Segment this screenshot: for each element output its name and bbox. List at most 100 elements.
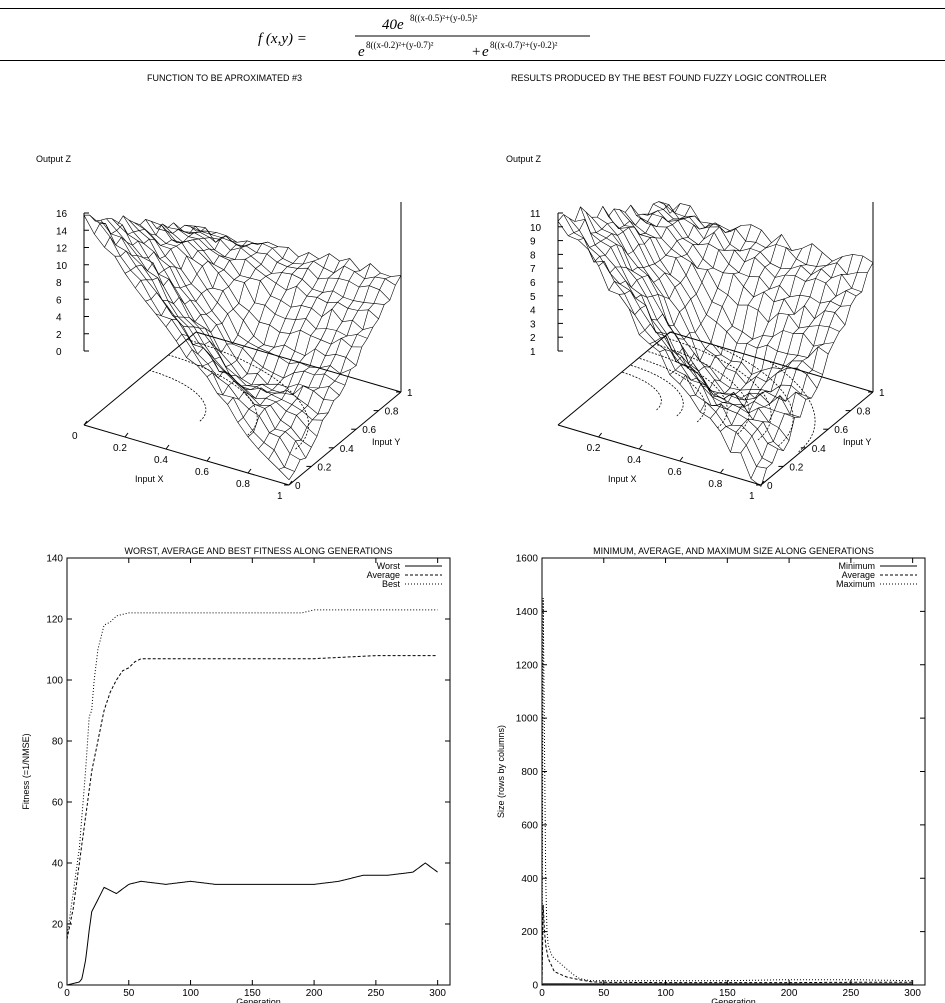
x-tick-label: 300 bbox=[904, 988, 921, 999]
y-tick-label: 20 bbox=[52, 920, 64, 931]
legend-label-average: Average bbox=[842, 570, 875, 580]
y-tick-label: 1000 bbox=[516, 714, 539, 725]
y-tick-label: 0.6 bbox=[362, 425, 376, 436]
mesh-line bbox=[217, 253, 330, 396]
x-tick bbox=[165, 444, 170, 450]
series-line-average bbox=[541, 904, 913, 986]
x-tick-label: 0 bbox=[64, 988, 70, 999]
series-line-maximum bbox=[541, 597, 913, 986]
y-axis-label: Size (rows by columns) bbox=[496, 725, 506, 818]
y-tick-label: 0.2 bbox=[789, 462, 803, 473]
surface-mesh bbox=[557, 201, 874, 487]
y-tick-label: 0.2 bbox=[317, 462, 331, 473]
contour-line bbox=[149, 370, 207, 422]
mesh-line bbox=[237, 258, 351, 423]
mesh-line bbox=[162, 223, 368, 339]
x-tick bbox=[288, 480, 293, 486]
x-tick-label: 0 bbox=[72, 431, 78, 442]
y-tick-label: 1 bbox=[407, 388, 413, 399]
series-line-average bbox=[66, 655, 438, 940]
y-tick-label: 1400 bbox=[516, 607, 539, 618]
x-tick-label: 0 bbox=[539, 988, 545, 999]
plot-frame bbox=[66, 557, 451, 986]
x-tick-label: 150 bbox=[719, 988, 736, 999]
mesh-line bbox=[669, 203, 874, 263]
caption-right: RESULTS PRODUCED BY THE BEST FOUND FUZZY… bbox=[511, 73, 827, 83]
mesh-line bbox=[227, 260, 340, 405]
x-tick-label: 50 bbox=[123, 988, 135, 999]
back-base-line bbox=[669, 331, 874, 393]
x-tick-label: 0.4 bbox=[627, 455, 641, 466]
z-tick-label: 10 bbox=[56, 261, 68, 272]
mesh-line bbox=[173, 222, 379, 320]
z-tick-label: 3 bbox=[530, 319, 536, 330]
x-tick-label: 1 bbox=[277, 491, 283, 502]
x-tick bbox=[679, 456, 684, 462]
series-line-minimum bbox=[541, 983, 913, 986]
y-tick-label: 140 bbox=[46, 554, 63, 565]
y-axis-label: Input Y bbox=[372, 437, 400, 447]
z-tick-label: 11 bbox=[530, 209, 541, 220]
y-tick-label: 0.4 bbox=[812, 444, 826, 455]
x-tick-label: 1 bbox=[749, 491, 755, 502]
mesh-line bbox=[602, 206, 806, 402]
y-axis-label: Input Y bbox=[843, 437, 871, 447]
y-tick-label: 200 bbox=[521, 927, 538, 938]
mesh-line bbox=[288, 275, 402, 480]
z-tick-label: 12 bbox=[56, 244, 68, 255]
mesh-line bbox=[730, 256, 843, 453]
mesh-line bbox=[190, 226, 396, 286]
z-tick-label: 6 bbox=[530, 278, 536, 289]
x-tick bbox=[598, 432, 603, 438]
z-axis-label: Output Z bbox=[36, 154, 72, 164]
z-tick-label: 6 bbox=[56, 295, 62, 306]
mesh-line bbox=[165, 246, 279, 333]
x-tick-label: 100 bbox=[657, 988, 674, 999]
x-tick bbox=[124, 432, 129, 438]
legend-label-maximum: Maximum bbox=[836, 579, 875, 589]
mesh-line bbox=[258, 263, 371, 450]
x-tick-label: 50 bbox=[598, 988, 610, 999]
y-tick-label: 0 bbox=[767, 481, 773, 492]
formula-den-plus: + bbox=[472, 44, 480, 60]
y-tick-label: 60 bbox=[52, 798, 64, 809]
x-tick-label: 150 bbox=[244, 988, 261, 999]
x-axis-label: Generation bbox=[236, 997, 281, 1003]
z-tick-label: 8 bbox=[530, 250, 536, 261]
chart-title: MINIMUM, AVERAGE, AND MAXIMUM SIZE ALONG… bbox=[593, 546, 874, 556]
x-tick bbox=[638, 444, 643, 450]
x-tick-label: 0.2 bbox=[113, 443, 127, 454]
mesh-line bbox=[630, 205, 834, 347]
formula-den-e1: e bbox=[358, 44, 365, 60]
plot-frame bbox=[541, 557, 926, 986]
z-axis-label: Output Z bbox=[506, 154, 542, 164]
y-tick-label: 0.4 bbox=[340, 444, 354, 455]
mesh-line bbox=[155, 241, 268, 323]
mesh-line bbox=[83, 214, 197, 232]
formula-lhs: f (x,y) = bbox=[258, 31, 307, 47]
contour-line bbox=[655, 343, 750, 435]
mesh-line bbox=[720, 260, 833, 432]
formula-den-e2: e bbox=[482, 44, 489, 60]
x-tick-label: 0.6 bbox=[668, 467, 682, 478]
series-line-best bbox=[66, 609, 438, 937]
x-axis-line bbox=[83, 424, 290, 486]
mesh-line bbox=[619, 209, 823, 375]
mesh-line bbox=[557, 201, 671, 222]
x-tick-label: 200 bbox=[781, 988, 798, 999]
mesh-line bbox=[664, 204, 868, 275]
mesh-line bbox=[278, 276, 391, 470]
z-tick-label: 14 bbox=[56, 226, 68, 237]
y-tick-label: 0.6 bbox=[834, 425, 848, 436]
y-tick-label: 0 bbox=[295, 481, 301, 492]
contour-line bbox=[186, 339, 310, 450]
back-base-line bbox=[195, 331, 402, 393]
formula-den-exp1: 8((x-0.2)²+(y-0.7)² bbox=[366, 40, 434, 50]
mesh-line bbox=[659, 242, 772, 372]
fitness-chart: WORST, AVERAGE AND BEST FITNESS ALONG GE… bbox=[21, 546, 451, 1003]
z-tick-label: 7 bbox=[530, 264, 536, 275]
y-tick-label: 0 bbox=[532, 981, 538, 992]
x-tick-label: 0.4 bbox=[154, 455, 168, 466]
